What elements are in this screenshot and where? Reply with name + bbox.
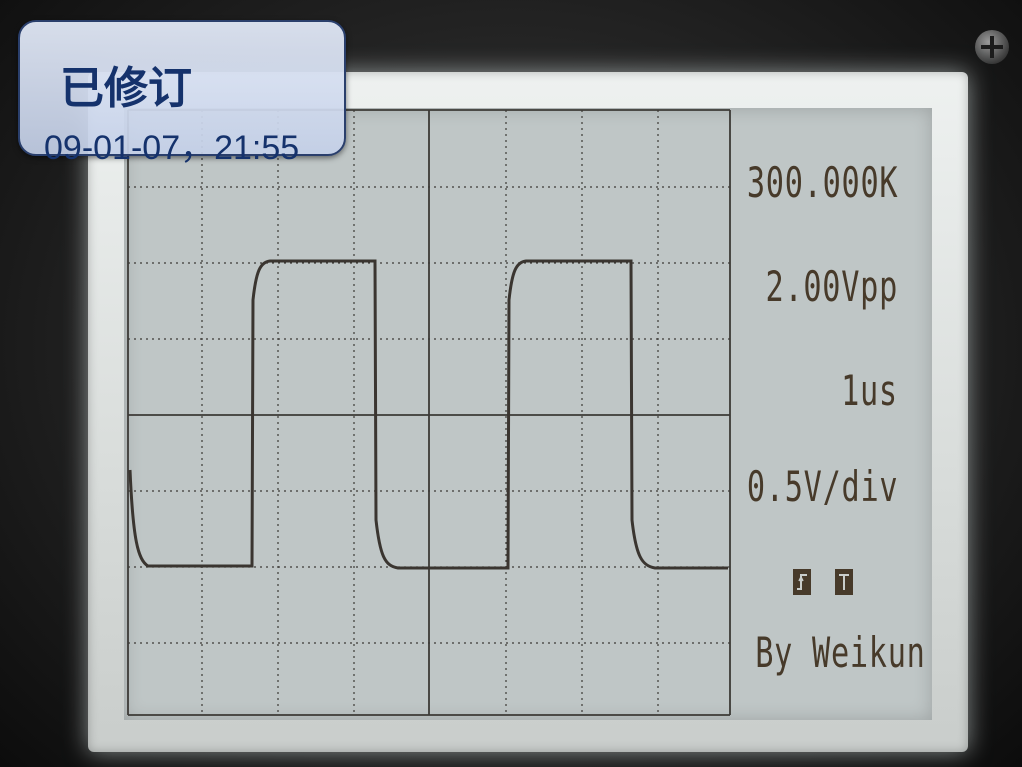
frequency-readout: 300.000K (746, 158, 898, 207)
screw-icon (975, 30, 1009, 64)
volt-div-readout: 0.5V/div (746, 462, 898, 511)
amplitude-readout: 2.00Vpp (765, 262, 898, 311)
revision-badge: 已修订 09-01-07，21:55 (18, 20, 346, 167)
trigger-mode-icon (835, 569, 853, 595)
rising-edge-trigger-icon (793, 569, 811, 595)
revision-timestamp: 09-01-07，21:55 (44, 129, 300, 167)
revision-title: 已修订 (60, 63, 192, 114)
lcd-screen (124, 108, 932, 720)
graticule-axes (127, 109, 731, 716)
author-credit: By Weikun (755, 628, 926, 677)
square-waveform-trace (128, 259, 728, 570)
time-div-readout: 1us (841, 366, 898, 415)
